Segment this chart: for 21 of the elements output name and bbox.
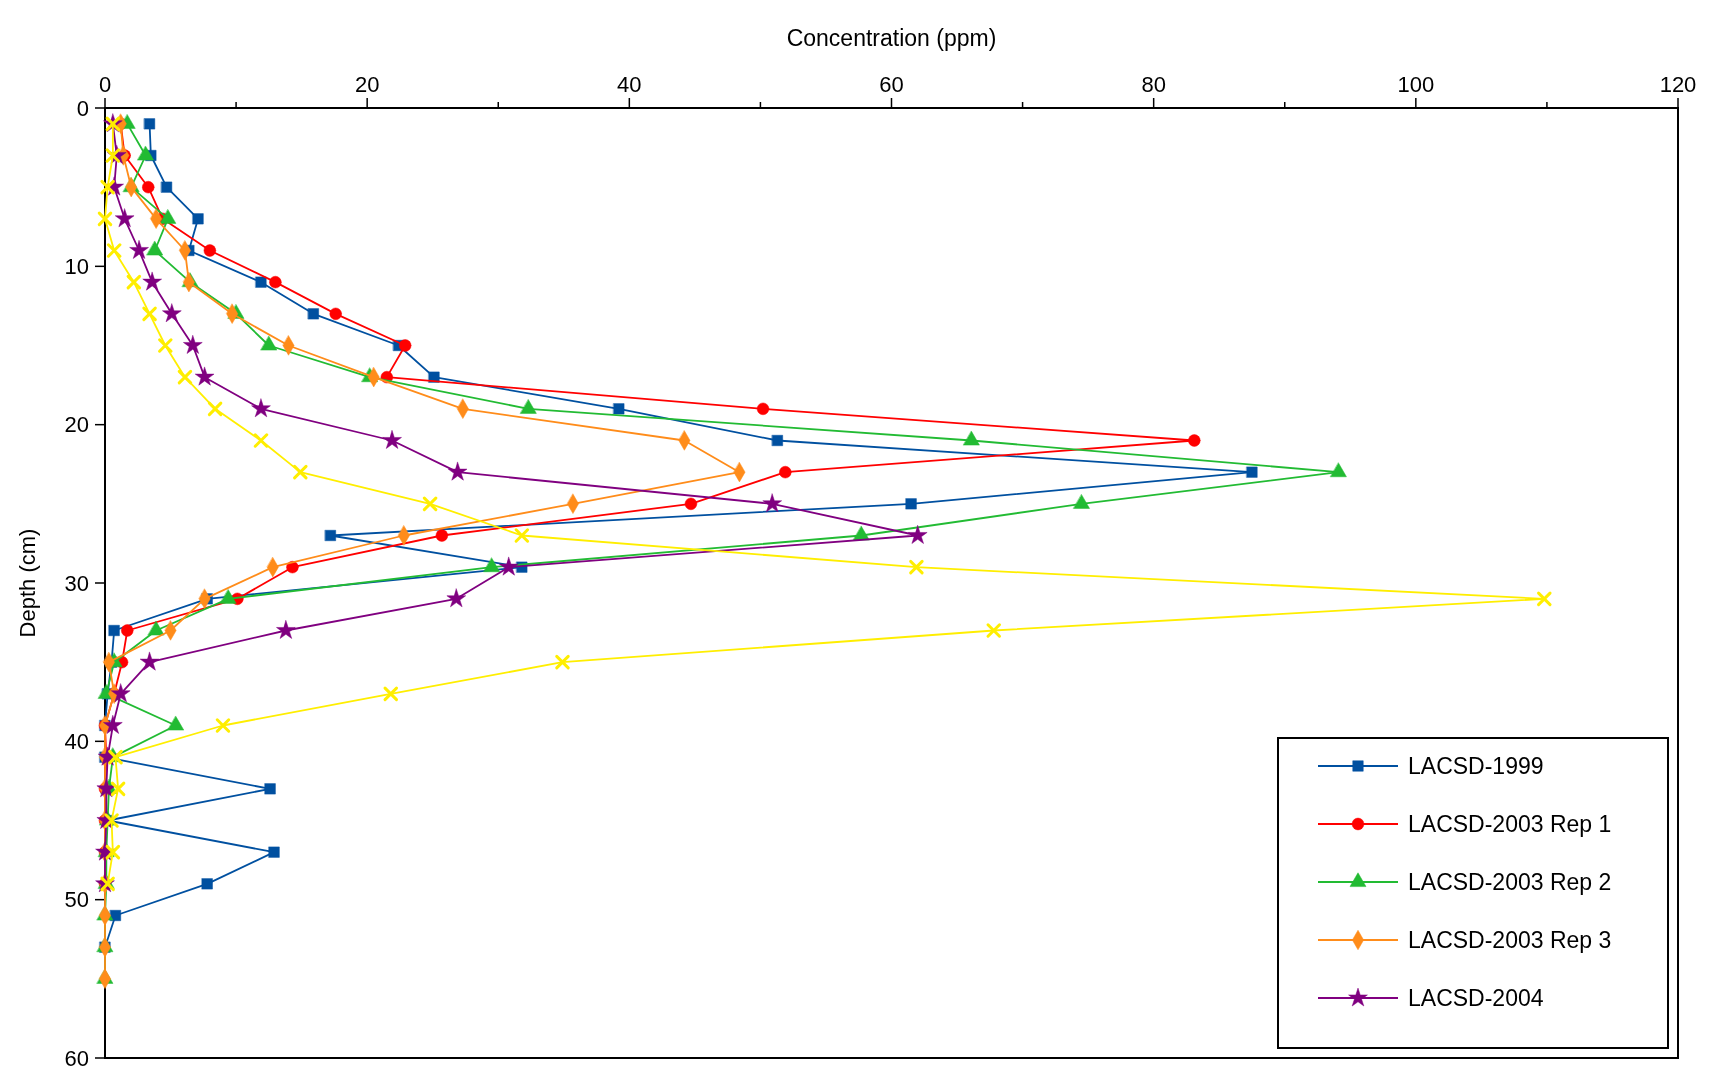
- x-tick-label: 20: [354, 72, 380, 97]
- x-tick-label: 40: [617, 72, 642, 97]
- legend-label: LACSD-2003 Rep 3: [1408, 927, 1612, 954]
- y-tick-label: 40: [64, 729, 89, 755]
- y-tick-label: 10: [64, 254, 89, 280]
- legend-label: LACSD-2003 Rep 2: [1408, 869, 1612, 896]
- x-tick-label: 60: [879, 72, 904, 97]
- y-tick-label: 60: [64, 1045, 89, 1071]
- x-axis-title: Concentration (ppm): [786, 25, 997, 51]
- legend-label: LACSD-2004: [1408, 985, 1544, 1012]
- x-tick-label: 80: [1141, 72, 1166, 97]
- legend-label: LACSD-1999: [1408, 753, 1544, 780]
- y-tick-label: 50: [64, 887, 89, 913]
- y-tick-label: 30: [64, 570, 89, 596]
- y-tick-label: 0: [76, 95, 89, 121]
- x-tick-label: 0: [98, 72, 112, 97]
- x-tick-label: 100: [1397, 72, 1435, 97]
- x-tick-label: 120: [1659, 72, 1697, 97]
- y-axis-title: Depth (cm): [15, 528, 40, 638]
- legend-label: LACSD-2003 Rep 1: [1408, 811, 1612, 838]
- y-tick-label: 20: [64, 412, 89, 438]
